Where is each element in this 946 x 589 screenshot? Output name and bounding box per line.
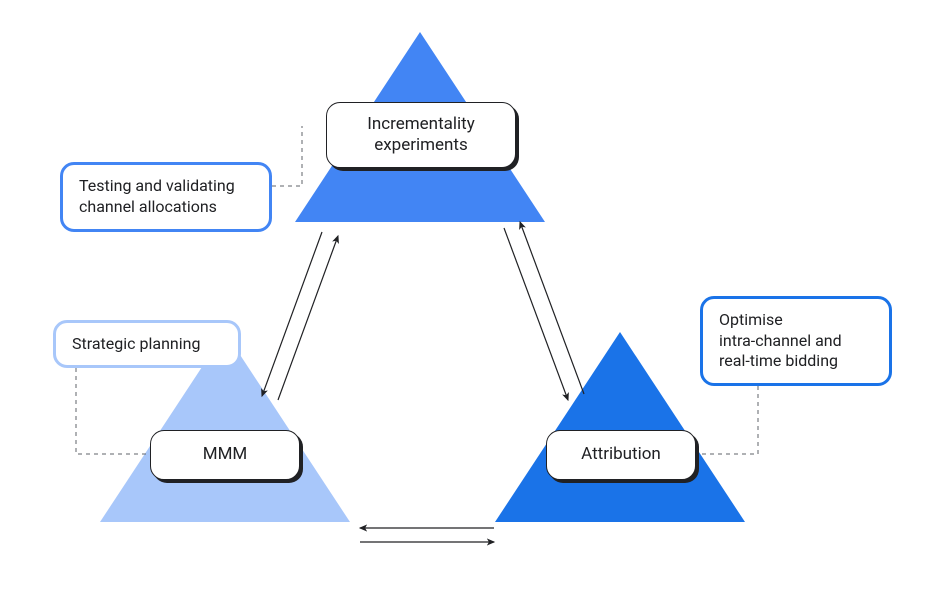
arrow-right-down (504, 228, 568, 400)
node-attribution: Attribution (546, 430, 696, 480)
annotation-optimise: Optimiseintra-channel andreal-time biddi… (700, 296, 892, 386)
node-mmm-label: MMM (203, 444, 248, 465)
connector-testing (272, 126, 302, 186)
annotation-testing: Testing and validatingchannel allocation… (60, 162, 272, 232)
node-mmm: MMM (150, 430, 300, 480)
node-incrementality-label: Incrementalityexperiments (367, 114, 475, 157)
annotation-strategic: Strategic planning (53, 320, 241, 368)
connector-optimise (698, 386, 758, 454)
node-incrementality: Incrementalityexperiments (326, 102, 516, 168)
arrow-right-up (520, 222, 584, 394)
node-attribution-label: Attribution (581, 444, 661, 465)
diagram-canvas (0, 0, 946, 589)
annotation-strategic-label: Strategic planning (72, 334, 200, 355)
arrow-left-down (262, 232, 322, 396)
annotation-optimise-label: Optimiseintra-channel andreal-time biddi… (719, 310, 842, 372)
annotation-testing-label: Testing and validatingchannel allocation… (79, 176, 235, 218)
connector-strategic (76, 368, 148, 454)
arrow-left-up (278, 236, 338, 400)
